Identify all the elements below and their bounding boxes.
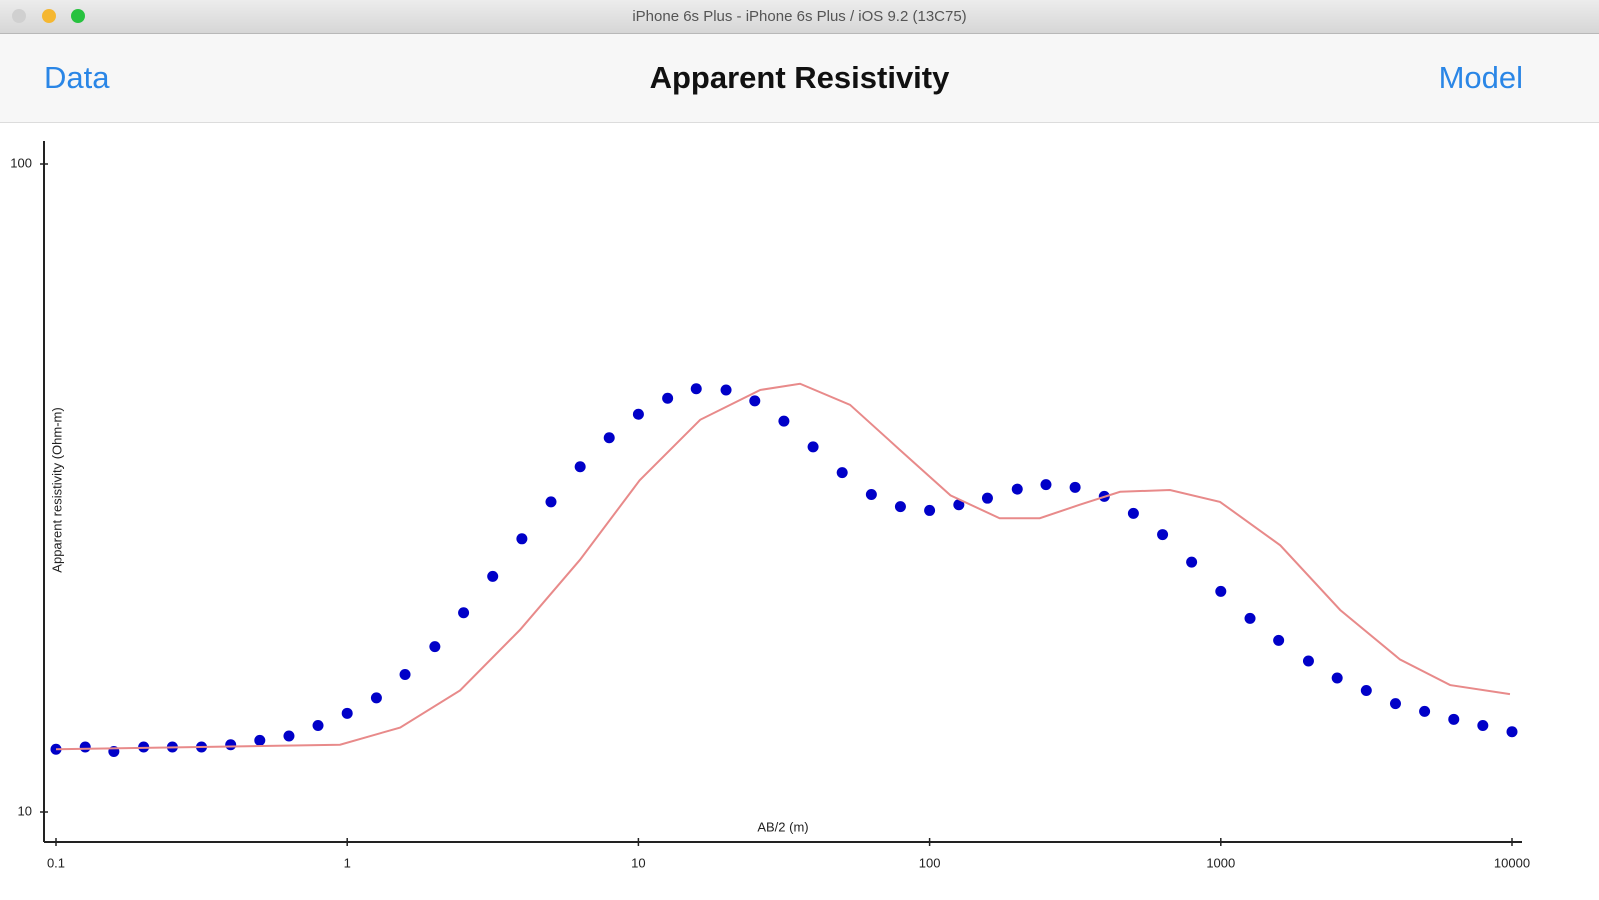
data-point (807, 441, 819, 453)
data-point (1040, 479, 1052, 491)
navigation-bar: Data Apparent Resistivity Model (0, 34, 1599, 123)
data-point (662, 392, 674, 404)
nav-title: Apparent Resistivity (649, 60, 950, 95)
x-tick-label: 1000 (1206, 855, 1235, 870)
x-tick-label: 1 (344, 855, 351, 870)
data-point (1244, 612, 1256, 624)
data-point (1448, 713, 1460, 725)
model-curve (55, 382, 1511, 751)
data-point (1273, 634, 1285, 646)
data-point (690, 383, 702, 395)
y-axis-label: Apparent resistivity (Ohm-m) (49, 407, 64, 572)
data-point (1331, 672, 1343, 684)
data-point (1360, 684, 1372, 696)
model-button[interactable]: Model (1438, 60, 1523, 95)
data-point (1302, 655, 1314, 667)
data-point (953, 499, 965, 511)
data-point (574, 461, 586, 473)
data-point (1506, 726, 1518, 738)
x-tick-label: 100 (919, 855, 941, 870)
data-point (632, 408, 644, 420)
data-point (1215, 585, 1227, 597)
data-point (254, 734, 266, 746)
data-point (312, 719, 324, 731)
data-point (836, 467, 848, 479)
data-point (720, 384, 732, 396)
data-point (79, 741, 91, 753)
y-tick-label: 100 (10, 155, 32, 170)
data-button[interactable]: Data (44, 60, 110, 95)
data-point (399, 669, 411, 681)
y-tick-label: 10 (18, 803, 32, 818)
data-point (1127, 507, 1139, 519)
data-point (749, 395, 761, 407)
close-button[interactable] (12, 9, 26, 23)
chart: AB/2 (m) Apparent resistivity (Ohm-m) 0.… (10, 141, 1530, 870)
data-point (894, 501, 906, 513)
data-point (341, 707, 353, 719)
x-tick-label: 10000 (1494, 855, 1530, 870)
window-title-bar: iPhone 6s Plus - iPhone 6s Plus / iOS 9.… (0, 0, 1599, 34)
data-point (283, 730, 295, 742)
data-point (865, 489, 877, 501)
x-axis-label: AB/2 (m) (757, 819, 808, 834)
data-point (487, 570, 499, 582)
data-point (1186, 556, 1198, 568)
data-point (545, 496, 557, 508)
data-point (924, 504, 936, 516)
data-point (603, 432, 615, 444)
minimize-button[interactable] (42, 9, 56, 23)
data-point (1477, 719, 1489, 731)
data-point (1389, 698, 1401, 710)
data-point (1419, 705, 1431, 717)
data-point (370, 692, 382, 704)
x-tick-label: 0.1 (47, 855, 65, 870)
data-point (458, 607, 470, 619)
zoom-button[interactable] (71, 9, 85, 23)
data-point (778, 415, 790, 427)
data-point (1157, 529, 1169, 541)
data-point (1069, 481, 1081, 493)
data-point (429, 641, 441, 653)
data-point (225, 739, 237, 751)
x-tick-label: 10 (631, 855, 645, 870)
data-point (516, 533, 528, 545)
window-title: iPhone 6s Plus - iPhone 6s Plus / iOS 9.… (632, 8, 967, 25)
data-point (981, 492, 993, 504)
data-point (1011, 483, 1023, 495)
